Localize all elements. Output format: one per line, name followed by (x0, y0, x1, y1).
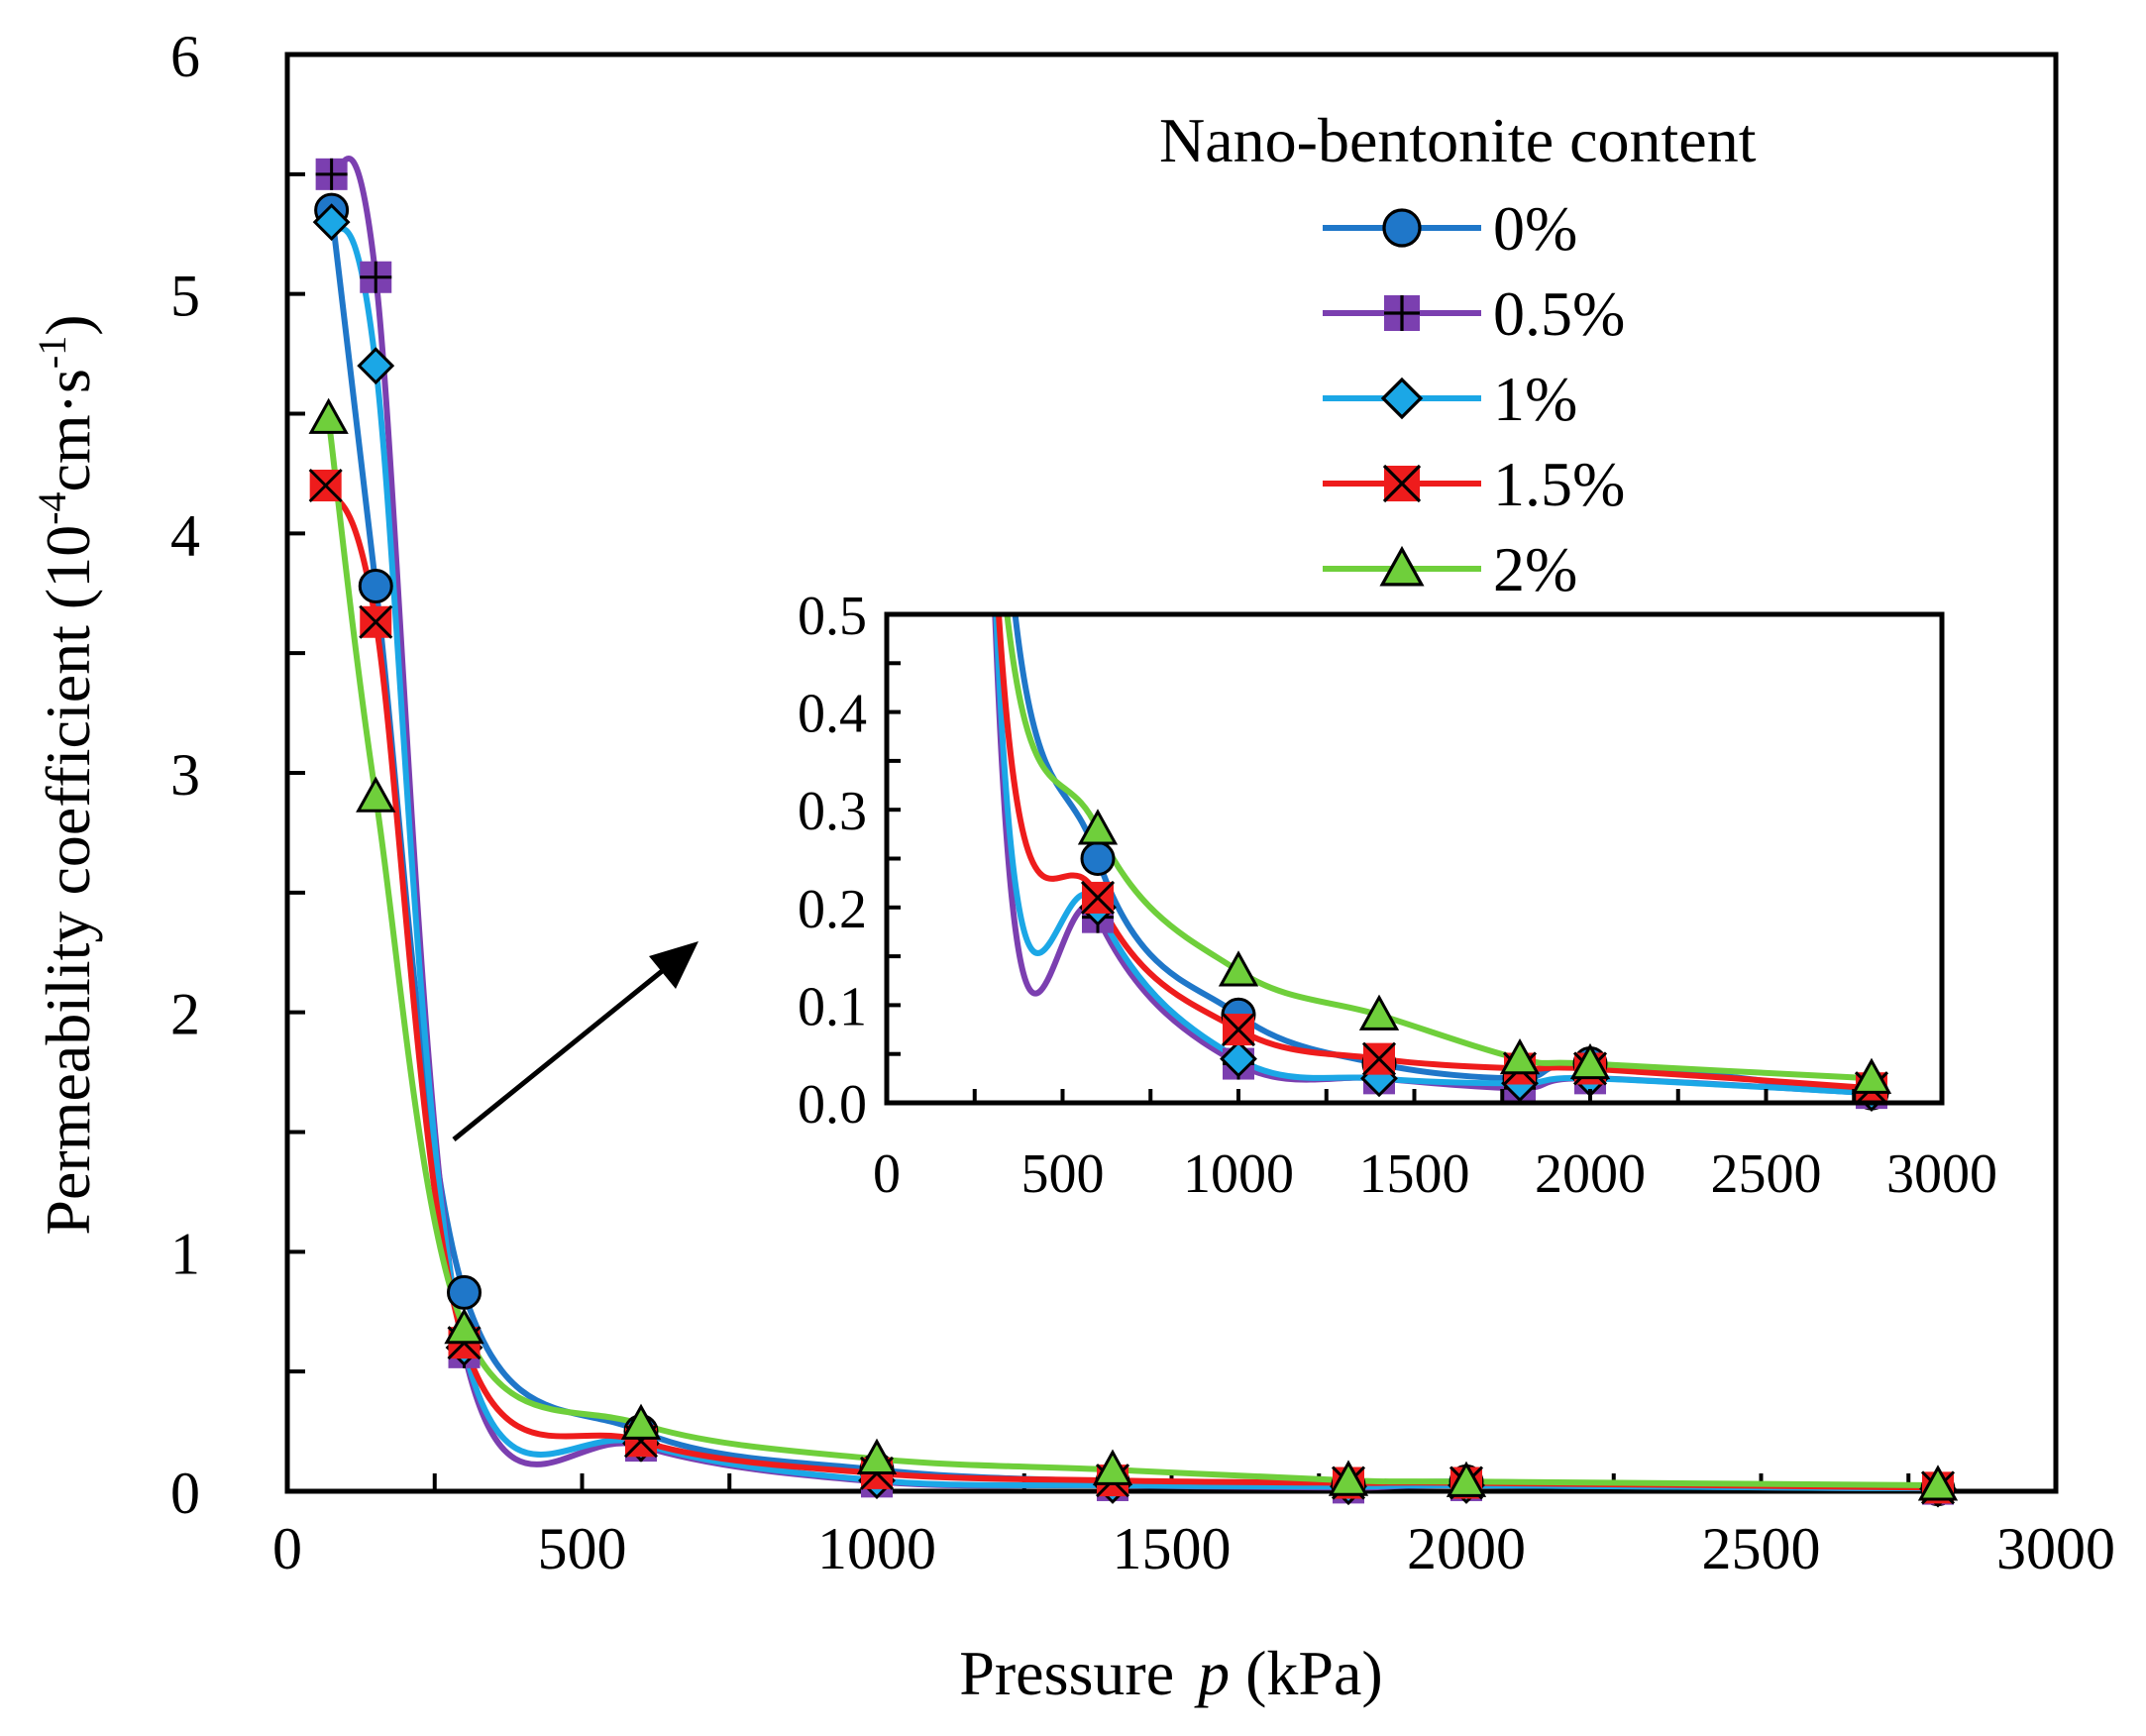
data-point-2pct (1446, 1461, 1487, 1497)
legend-item-2pct: 2% (1323, 534, 1577, 604)
inset-data-point-1-5pct (1221, 1012, 1256, 1047)
inset-x-tick-label: 3000 (1886, 1143, 1997, 1205)
y-tick-label: 1 (170, 1221, 200, 1286)
data-point-1-5pct (359, 604, 393, 639)
data-point-2pct (356, 776, 396, 813)
legend-item-1-5pct: 1.5% (1323, 449, 1625, 519)
y-tick-label: 2 (170, 982, 200, 1047)
x-tick-label: 0 (272, 1516, 302, 1581)
inset-data-point-2pct (1358, 994, 1400, 1031)
inset-data-point-2pct (1851, 1057, 1892, 1094)
inset-series-markers (1077, 809, 1892, 1113)
data-point-1pct (312, 203, 351, 242)
data-point-2pct (1328, 1460, 1369, 1496)
x-tick-label: 1500 (1113, 1516, 1232, 1581)
data-point-1pct (357, 347, 395, 385)
data-point-2pct (1092, 1449, 1133, 1485)
x-tick-label: 2000 (1407, 1516, 1526, 1581)
legend: Nano-bentonite content 0% 0.5% 1% 1.5% 2% (1159, 105, 1757, 604)
legend-item-0-5pct: 0.5% (1323, 278, 1625, 349)
x-axis-title: Pressure p (kPa) (959, 1638, 1382, 1708)
inset-data-point-1pct (1220, 1039, 1257, 1078)
inset-data-point-0pct (1080, 841, 1116, 876)
legend-marker (1384, 295, 1420, 331)
inset-y-tick-label: 0.0 (798, 1074, 867, 1136)
x-tick-label: 2500 (1702, 1516, 1821, 1581)
main-series-lines (322, 156, 1939, 1491)
data-point-2pct (444, 1307, 484, 1345)
inset-x-tick-label: 1000 (1183, 1143, 1294, 1205)
inset-axes: 0 500 1000 1500 2000 2500 3000 0.0 0.1 0.2 0.3 0.4 0… (798, 586, 1997, 1205)
inset-series-line-1pct (993, 614, 1873, 1097)
data-point-0pct (447, 1274, 482, 1310)
inset-background (887, 614, 1942, 1103)
inset-data-point-1-5pct (1080, 880, 1116, 916)
inset-y-tick-label: 0.3 (798, 781, 867, 842)
main-series-markers (308, 158, 1959, 1508)
y-tick-label: 0 (170, 1461, 200, 1526)
inset-y-tick-label: 0.1 (798, 976, 867, 1037)
data-point-2pct (856, 1438, 898, 1474)
legend-marker (1382, 208, 1422, 248)
inset-y-tick-label: 0.4 (798, 684, 867, 745)
inset-x-tick-label: 2000 (1535, 1143, 1646, 1205)
legend-title: Nano-bentonite content (1159, 105, 1757, 175)
data-point-1-5pct (308, 468, 343, 503)
y-tick-label: 5 (170, 264, 200, 329)
x-tick-label: 1000 (817, 1516, 936, 1581)
inset-x-tick-label: 1500 (1359, 1143, 1470, 1205)
inset-data-point-2pct (1218, 950, 1259, 987)
legend-marker (1382, 464, 1422, 503)
legend-item-1pct: 1% (1323, 364, 1577, 434)
inset-x-tick-label: 0 (873, 1143, 901, 1205)
y-tick-label: 3 (170, 742, 200, 808)
legend-label: 1% (1493, 364, 1577, 434)
data-point-2pct (1917, 1465, 1959, 1501)
data-point-2pct (308, 397, 349, 434)
data-point-0-5pct (315, 158, 348, 190)
legend-marker (1379, 545, 1425, 587)
legend-label: 0% (1493, 193, 1577, 264)
legend-item-0pct: 0% (1323, 193, 1577, 264)
legend-label: 2% (1493, 534, 1577, 604)
inset-data-point-1-5pct (1361, 1041, 1397, 1076)
inset-x-tick-label: 2500 (1711, 1143, 1822, 1205)
y-tick-label: 6 (170, 24, 200, 89)
inset-y-tick-label: 0.2 (798, 879, 867, 940)
legend-label: 0.5% (1493, 278, 1625, 349)
legend-label: 1.5% (1493, 449, 1625, 519)
y-axis-title: Permeability coefficient (10-4cm·s-1) (30, 314, 103, 1235)
zoom-arrow (452, 949, 689, 1141)
legend-marker (1380, 377, 1424, 420)
inset-data-point-2pct (1569, 1042, 1611, 1080)
series-line-2pct (325, 417, 1939, 1488)
main-axes: 0 500 1000 1500 2000 2500 3000 0 1 2 3 4 5 6 (170, 24, 2115, 1581)
x-tick-label: 3000 (1996, 1516, 2115, 1581)
inset-x-tick-label: 500 (1021, 1143, 1105, 1205)
inset-y-tick-label: 0.5 (798, 586, 867, 647)
data-point-2pct (620, 1403, 662, 1440)
data-point-0-5pct (360, 261, 392, 293)
data-point-0pct (358, 569, 393, 603)
inset-data-point-2pct (1077, 809, 1119, 845)
zoom-arrow-head (649, 941, 698, 989)
inset-data-point-2pct (1499, 1037, 1541, 1075)
x-tick-label: 500 (538, 1516, 627, 1581)
y-tick-label: 4 (170, 502, 200, 568)
